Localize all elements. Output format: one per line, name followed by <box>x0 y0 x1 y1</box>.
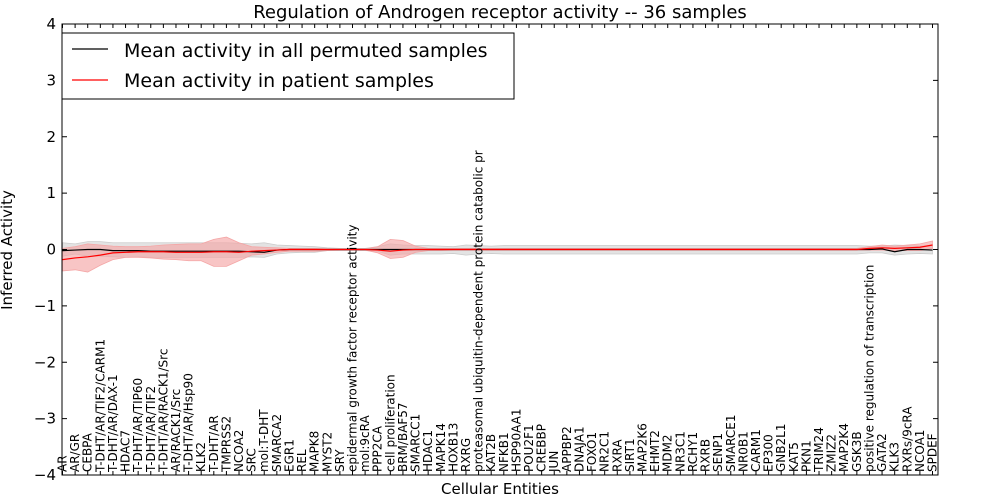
y-axis-label: Inferred Activity <box>0 190 16 310</box>
x-tick-label: EGR1 <box>282 439 296 472</box>
x-tick-label: AR/GR <box>68 434 82 472</box>
x-tick-label: T-DHT/AR/TIF2 <box>144 386 158 473</box>
y-tick-label: −4 <box>34 466 56 484</box>
x-tick-label: NFKB1 <box>497 432 511 472</box>
y-tick-label: −2 <box>34 353 56 371</box>
x-tick-label: REL <box>295 449 309 472</box>
x-tick-label: KAT5 <box>787 442 801 472</box>
x-tick-label: T-DHT/AR <box>207 415 221 473</box>
x-tick-label: T-DHT/AR/TIP60 <box>131 378 145 473</box>
x-tick-label: AR <box>56 455 70 472</box>
x-tick-label: RXRs/9cRA <box>900 406 914 472</box>
x-tick-label: epidermal growth factor receptor activit… <box>346 225 360 472</box>
y-tick-label: −1 <box>34 297 56 315</box>
legend-box <box>61 32 515 100</box>
x-axis-label: Cellular Entities <box>441 480 559 498</box>
x-tick-label: SIRT1 <box>623 438 637 472</box>
x-tick-label: mol:9cRA <box>358 415 372 472</box>
x-tick-label: cell proliferation <box>383 374 397 472</box>
x-tick-label: MAPK14 <box>434 423 448 472</box>
x-tick-label: MAP2K6 <box>636 423 650 472</box>
x-tick-label: NR3C1 <box>673 431 687 472</box>
chart-title: Regulation of Androgen receptor activity… <box>253 2 747 23</box>
x-tick-label: MAPK8 <box>308 431 322 472</box>
x-tick-label: AR/RACK1/Src <box>169 389 183 472</box>
x-tick-label: HDAC1 <box>421 430 435 472</box>
x-tick-label: MYST2 <box>320 432 334 472</box>
y-tick-label: 4 <box>46 15 56 33</box>
x-tick-label: NCOA1 <box>913 430 927 472</box>
x-tick-label: KAT2B <box>484 434 498 472</box>
x-tick-label: KLK2 <box>194 442 208 472</box>
x-tick-label: BRM/BAF57 <box>396 402 410 472</box>
x-tick-label: APPBP2 <box>560 426 574 472</box>
x-tick-label: SMARCE1 <box>724 414 738 472</box>
x-tick-label: GATA2 <box>875 433 889 472</box>
x-tick-label: POU2F1 <box>522 424 536 472</box>
x-tick-label: NR2C1 <box>598 431 612 472</box>
x-tick-label: SPDEF <box>926 433 940 472</box>
x-tick-label: proteasomal ubiquitin-dependent protein … <box>472 150 486 472</box>
x-tick-label: SMARCA2 <box>270 414 284 472</box>
x-tick-label: EHMT2 <box>648 430 662 472</box>
x-tick-label: FOXO1 <box>585 432 599 472</box>
x-tick-label: EP300 <box>762 434 776 472</box>
x-tick-label: TRIM24 <box>812 427 826 473</box>
x-tick-label: MDM2 <box>661 434 675 472</box>
x-tick-label: ZMIZ2 <box>825 434 839 472</box>
x-tick-label: PPP2CA <box>371 425 385 472</box>
x-tick-label: HOXB13 <box>446 423 460 472</box>
x-tick-label: CREBBP <box>535 424 549 472</box>
x-tick-label: SMARCC1 <box>409 414 423 472</box>
x-tick-label: SENP1 <box>711 433 725 472</box>
x-tick-label: CEBPA <box>81 432 95 472</box>
x-tick-label: HSP90AA1 <box>509 408 523 472</box>
x-tick-label: RXRG <box>459 438 473 472</box>
x-tick-label: T-DHT/AR/DAX-1 <box>106 374 120 473</box>
y-tick-label: −3 <box>34 410 56 428</box>
x-tick-label: NR0B1 <box>736 431 750 472</box>
x-tick-label: SRY <box>333 449 347 472</box>
x-tick-label: T-DHT/AR/RACK1/Src <box>156 349 170 473</box>
x-tick-label: MAP2K4 <box>837 423 851 472</box>
x-tick-label: KLK3 <box>888 442 902 472</box>
x-tick-label: JUN <box>547 451 561 473</box>
x-tick-label: GNB2L1 <box>774 424 788 472</box>
y-tick-label: 3 <box>46 71 56 89</box>
legend-label-permuted: Mean activity in all permuted samples <box>124 40 487 62</box>
x-tick-label: CARM1 <box>749 429 763 472</box>
x-tick-label: T-DHT/AR/TIF2/CARM1 <box>93 339 107 473</box>
x-tick-label: mol:T-DHT <box>257 409 271 472</box>
x-tick-label: NCOA2 <box>232 430 246 472</box>
x-tick-label: DNAJA1 <box>572 426 586 472</box>
x-tick-label: GSK3B <box>850 431 864 472</box>
y-tick-label: 1 <box>46 184 56 202</box>
y-tick-label: 2 <box>46 128 56 146</box>
x-tick-label: positive regulation of transcription <box>862 265 876 472</box>
x-tick-label: PKN1 <box>799 440 813 472</box>
x-tick-label: SRC <box>245 448 259 472</box>
legend-label-patient: Mean activity in patient samples <box>124 70 434 92</box>
y-tick-label: 0 <box>46 241 56 259</box>
x-tick-label: HDAC7 <box>119 430 133 472</box>
legend: Mean activity in all permuted samples Me… <box>61 32 515 100</box>
x-tick-label: T-DHT/AR/Hsp90 <box>182 373 196 473</box>
x-tick-label: RXRA <box>610 439 624 472</box>
series-line-1 <box>62 244 933 261</box>
x-tick-label: RXRB <box>699 439 713 472</box>
x-tick-label: RCHY1 <box>686 432 700 472</box>
x-tick-label: TMPRSS2 <box>219 416 233 473</box>
